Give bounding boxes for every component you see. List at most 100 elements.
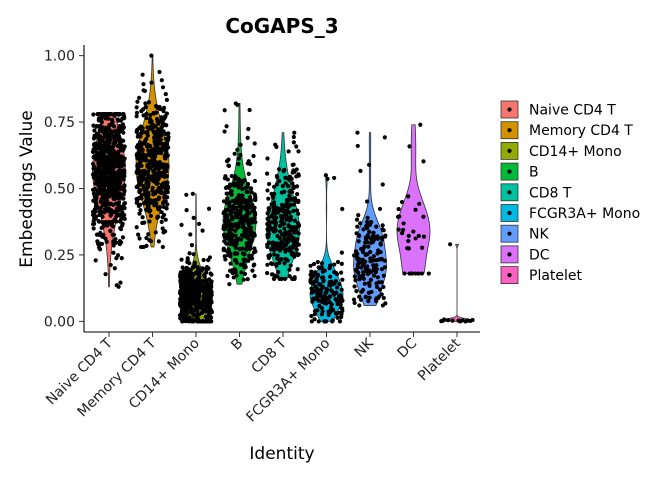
data-point [94, 131, 100, 136]
data-point [164, 181, 169, 186]
data-point [240, 246, 245, 251]
data-point [248, 194, 253, 200]
data-point [238, 237, 244, 242]
data-point [135, 127, 140, 132]
data-point [339, 270, 344, 275]
data-point [280, 208, 285, 213]
data-point [153, 230, 158, 235]
data-point [224, 191, 229, 196]
data-point [201, 294, 206, 299]
data-point [206, 206, 212, 211]
data-point [153, 197, 159, 203]
data-point [195, 315, 200, 320]
data-point [111, 124, 117, 129]
data-point [121, 192, 126, 197]
data-point [360, 249, 366, 255]
data-point [197, 285, 202, 290]
data-point [200, 319, 205, 324]
data-point [93, 204, 98, 210]
data-point [277, 167, 282, 172]
data-point [365, 215, 370, 220]
data-point [94, 146, 99, 151]
data-point [283, 175, 288, 180]
legend-item-fcgr3a-mono: FCGR3A+ Mono [500, 204, 640, 222]
data-point [193, 302, 198, 307]
data-point [162, 146, 167, 151]
data-point [383, 301, 388, 306]
data-point [97, 212, 102, 218]
data-point [140, 126, 145, 131]
data-point [358, 221, 363, 226]
data-point [382, 135, 387, 140]
data-point [162, 116, 167, 121]
data-point [160, 215, 165, 220]
data-point [114, 283, 119, 288]
data-point [164, 174, 169, 179]
data-point [252, 273, 257, 279]
data-point [361, 272, 366, 278]
data-point [247, 107, 252, 113]
data-point [138, 244, 144, 250]
data-point [225, 273, 230, 279]
data-point [97, 186, 102, 191]
data-point [150, 185, 155, 190]
data-point [121, 138, 126, 143]
data-point [233, 200, 238, 205]
data-point [279, 190, 285, 195]
data-point [241, 196, 246, 201]
data-point [118, 225, 123, 231]
data-point [315, 259, 320, 265]
data-point [356, 213, 361, 218]
data-point [382, 265, 388, 270]
data-point [279, 257, 284, 262]
data-point [226, 218, 231, 223]
data-point [103, 127, 108, 133]
data-point [274, 173, 279, 179]
x-tick-label: CD8 T [248, 335, 290, 377]
data-point [207, 255, 213, 260]
legend-item-cd14-mono: CD14+ Mono [500, 141, 622, 160]
data-point [332, 175, 337, 181]
data-point [327, 300, 332, 305]
data-point [139, 163, 144, 168]
data-point [227, 227, 232, 232]
data-point [103, 115, 108, 121]
data-point [152, 130, 157, 135]
data-point [409, 271, 415, 276]
data-point [271, 229, 277, 234]
legend-item-nk: NK [500, 224, 549, 243]
data-point [313, 284, 318, 289]
data-point [233, 233, 238, 238]
data-point [266, 196, 271, 201]
data-point [158, 185, 163, 190]
data-point [354, 217, 360, 222]
data-point [292, 197, 297, 203]
x-axis-title: Identity [249, 444, 314, 464]
data-point [139, 131, 144, 136]
data-point [148, 208, 153, 213]
data-point [358, 168, 363, 173]
data-point [376, 257, 381, 262]
data-point [143, 191, 148, 196]
data-point [421, 234, 427, 239]
data-point [207, 288, 212, 293]
data-point [101, 162, 106, 167]
data-point [456, 318, 461, 323]
data-point [292, 276, 297, 281]
data-point [273, 245, 278, 250]
data-point [366, 162, 372, 167]
data-point [271, 240, 276, 245]
data-point [157, 166, 162, 171]
data-point [229, 183, 234, 188]
data-point [309, 290, 315, 295]
data-point [97, 128, 102, 133]
data-point [405, 246, 410, 251]
data-point [111, 195, 117, 200]
data-point [152, 190, 158, 195]
data-point [327, 280, 332, 285]
data-point [95, 152, 100, 157]
points-dc [395, 122, 431, 276]
data-point [294, 225, 299, 230]
data-point [286, 224, 291, 229]
data-point [144, 235, 149, 241]
